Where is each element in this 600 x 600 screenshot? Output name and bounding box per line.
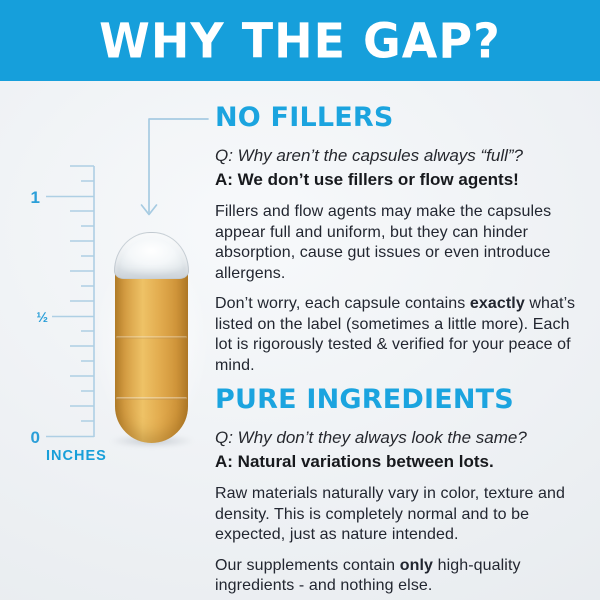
capsule-seam-upper bbox=[116, 336, 187, 339]
paragraph-bold-text: only bbox=[399, 556, 434, 574]
question-line: Q: Why aren’t the capsules always “full”… bbox=[215, 146, 524, 165]
paragraph-text: Fillers and flow agents may make the cap… bbox=[215, 203, 552, 282]
paragraph: Don’t worry, each capsule contains exact… bbox=[215, 294, 583, 376]
paragraph-bold-text: exactly bbox=[469, 295, 525, 312]
paragraph: Raw materials naturally vary in color, t… bbox=[215, 484, 583, 546]
paragraph-text: Our supplements contain bbox=[215, 556, 400, 574]
down-arrow-icon bbox=[140, 118, 209, 216]
paragraph-text: high-quality ingredients - and nothing e… bbox=[215, 556, 521, 595]
paragraph: Fillers and flow agents may make the cap… bbox=[215, 202, 583, 284]
answer-line: A: We don’t use fillers or flow agents! bbox=[215, 170, 519, 189]
section-heading: PURE INGREDIENTS bbox=[215, 384, 514, 415]
paragraph-text: Don’t worry, each capsule contains bbox=[215, 295, 470, 312]
answer-line: A: Natural variations between lots. bbox=[215, 452, 494, 471]
header-banner: WHY THE GAP? bbox=[0, 0, 600, 81]
capsule-illustration bbox=[69, 202, 234, 482]
content-column: NO FILLERS Q: Why aren’t the capsules al… bbox=[215, 104, 583, 597]
section-pure-ingredients: PURE INGREDIENTS Q: Why don’t they alway… bbox=[215, 386, 583, 597]
ruler-label-half: ½ bbox=[36, 309, 48, 325]
capsule-seam-lower bbox=[116, 397, 187, 400]
ruler-unit-label: INCHES bbox=[46, 448, 107, 464]
section-heading: NO FILLERS bbox=[215, 102, 394, 133]
question-line: Q: Why don’t they always look the same? bbox=[215, 428, 527, 447]
capsule-powder-fill bbox=[115, 263, 188, 443]
section-no-fillers: NO FILLERS Q: Why aren’t the capsules al… bbox=[215, 104, 583, 376]
ruler-label-zero: 0 bbox=[31, 428, 40, 447]
page-title: WHY THE GAP? bbox=[99, 12, 501, 69]
paragraph-text: what’s listed on the label (sometimes a … bbox=[215, 295, 576, 374]
paragraph-text: Raw materials naturally vary in color, t… bbox=[215, 485, 566, 543]
paragraph: Our supplements contain only high-qualit… bbox=[215, 556, 583, 597]
ruler-label-one: 1 bbox=[31, 188, 40, 207]
